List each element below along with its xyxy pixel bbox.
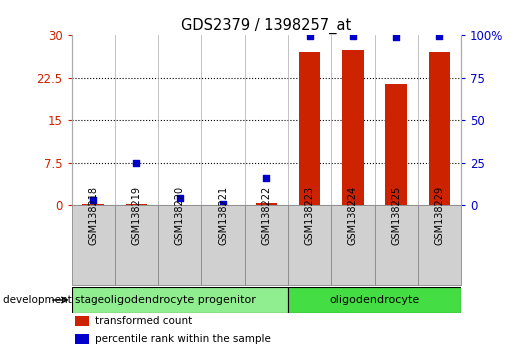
Bar <box>342 50 364 205</box>
Bar <box>255 203 277 205</box>
Text: GSM138222: GSM138222 <box>261 186 271 245</box>
Point <box>132 160 141 166</box>
Bar <box>385 84 407 205</box>
Point <box>89 198 98 203</box>
Text: GSM138223: GSM138223 <box>305 186 315 245</box>
Text: oligodendrocyte: oligodendrocyte <box>330 295 420 305</box>
Point <box>175 195 184 200</box>
Bar <box>429 52 450 205</box>
Bar <box>126 204 147 205</box>
Point <box>219 201 227 206</box>
Text: transformed count: transformed count <box>95 316 192 326</box>
FancyBboxPatch shape <box>201 205 245 285</box>
Text: GSM138225: GSM138225 <box>391 186 401 245</box>
FancyBboxPatch shape <box>72 205 115 285</box>
FancyBboxPatch shape <box>158 205 201 285</box>
FancyBboxPatch shape <box>245 205 288 285</box>
Text: GSM138219: GSM138219 <box>131 186 142 245</box>
Point <box>262 175 270 181</box>
FancyBboxPatch shape <box>331 205 375 285</box>
Bar <box>299 52 321 205</box>
Point <box>349 33 357 39</box>
Title: GDS2379 / 1398257_at: GDS2379 / 1398257_at <box>181 18 351 34</box>
Text: percentile rank within the sample: percentile rank within the sample <box>95 335 271 344</box>
Text: development stage: development stage <box>3 295 104 305</box>
Text: GSM138224: GSM138224 <box>348 186 358 245</box>
Point <box>392 34 401 40</box>
Text: GSM138221: GSM138221 <box>218 186 228 245</box>
Point <box>435 33 444 39</box>
FancyBboxPatch shape <box>115 205 158 285</box>
Bar <box>75 316 89 326</box>
FancyBboxPatch shape <box>72 287 288 313</box>
FancyBboxPatch shape <box>375 205 418 285</box>
FancyBboxPatch shape <box>288 205 331 285</box>
Bar <box>75 334 89 344</box>
FancyBboxPatch shape <box>418 205 461 285</box>
Text: GSM138229: GSM138229 <box>435 186 445 245</box>
Text: oligodendrocyte progenitor: oligodendrocyte progenitor <box>104 295 255 305</box>
FancyBboxPatch shape <box>288 287 461 313</box>
Point <box>305 33 314 39</box>
Text: GSM138218: GSM138218 <box>88 186 98 245</box>
Text: GSM138220: GSM138220 <box>175 186 185 245</box>
